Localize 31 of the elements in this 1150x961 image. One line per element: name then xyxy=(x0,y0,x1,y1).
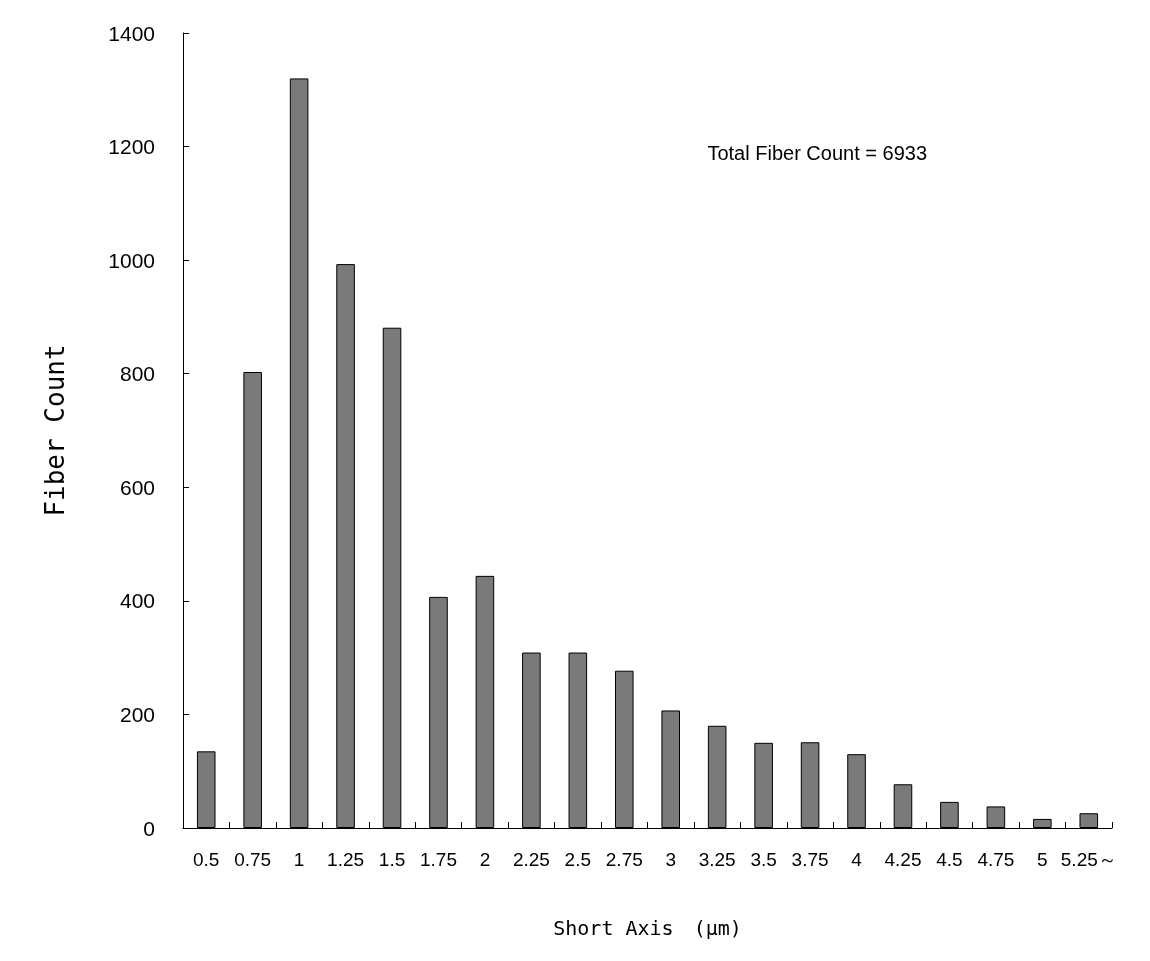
x-tick-label: 1.75 xyxy=(419,849,457,870)
x-tick-label: 2 xyxy=(479,849,491,870)
x-tick-label: 0.75 xyxy=(234,849,272,870)
x-tick-label: 3.75 xyxy=(791,849,829,870)
x-tick-label: 3.25 xyxy=(698,849,736,870)
y-tick-label: 200 xyxy=(119,702,155,726)
x-tick-label: 4.25 xyxy=(884,849,922,870)
x-tick-label: 4.5 xyxy=(936,849,963,870)
x-tick-label: 4 xyxy=(851,849,863,870)
x-tick-label: 2.25 xyxy=(512,849,550,870)
x-tick-label: 1 xyxy=(293,849,305,870)
annotation: Total Fiber Count = 6933 xyxy=(707,142,928,164)
x-tick-label: 0.5 xyxy=(193,849,220,870)
x-tick-label: 3.5 xyxy=(750,849,777,870)
y-axis-title: Fiber Count xyxy=(40,344,70,517)
x-tick-label: 2.5 xyxy=(564,849,592,870)
y-tick-label: 0 xyxy=(143,816,155,840)
x-tick-label: 1.5 xyxy=(378,849,406,870)
x-tick-label: 5 xyxy=(1037,849,1048,870)
y-tick-label: 800 xyxy=(119,362,155,386)
y-tick-label: 400 xyxy=(119,589,155,613)
x-axis-title: Short Axis (μm) xyxy=(553,916,742,940)
y-tick-label: 600 xyxy=(119,475,155,499)
y-tick-label: 1400 xyxy=(108,21,155,45)
y-tick-label: 1200 xyxy=(108,135,155,159)
x-tick-label: 3 xyxy=(665,849,677,870)
x-tick-label: 1.25 xyxy=(327,849,365,870)
x-tick-label: 2.75 xyxy=(605,849,643,870)
y-tick-label: 1000 xyxy=(108,248,155,272)
x-tick-label: 5.25～ xyxy=(1060,849,1117,870)
x-tick-label: 4.75 xyxy=(977,849,1015,870)
